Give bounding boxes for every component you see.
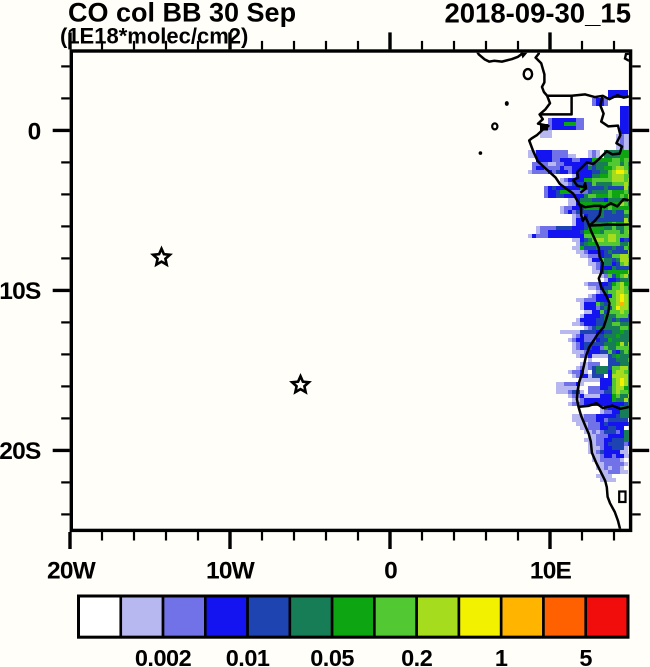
svg-text:(1E18*molec/cm2): (1E18*molec/cm2) (60, 23, 248, 48)
svg-text:10S: 10S (0, 278, 41, 305)
svg-text:0.2: 0.2 (401, 645, 433, 667)
svg-text:1: 1 (495, 645, 508, 667)
svg-text:0: 0 (28, 118, 41, 145)
svg-text:10W: 10W (206, 558, 256, 585)
svg-text:CO col BB 30 Sep: CO col BB 30 Sep (68, 0, 296, 28)
svg-text:5: 5 (579, 645, 592, 667)
svg-text:10E: 10E (530, 558, 572, 585)
svg-text:20W: 20W (47, 558, 97, 585)
svg-text:0.05: 0.05 (310, 645, 354, 667)
svg-text:0: 0 (384, 558, 397, 585)
svg-text:2018-09-30_15: 2018-09-30_15 (444, 0, 631, 29)
svg-text:0.002: 0.002 (135, 645, 192, 667)
svg-text:0.01: 0.01 (226, 645, 270, 667)
svg-text:20S: 20S (0, 438, 41, 465)
